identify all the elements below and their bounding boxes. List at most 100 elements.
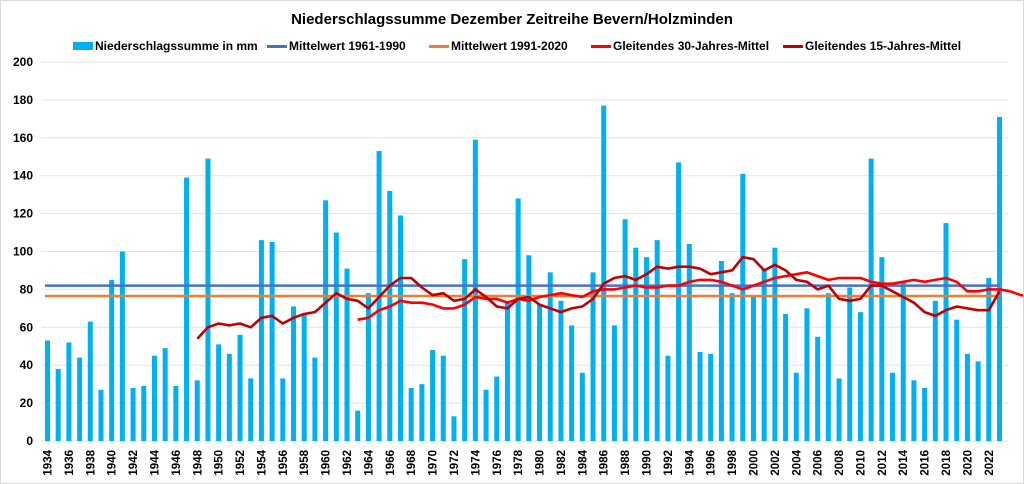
x-tick-label: 1976 xyxy=(492,450,504,476)
bar xyxy=(333,232,339,441)
bar xyxy=(515,198,521,441)
bar xyxy=(729,293,735,441)
x-tick-label: 2000 xyxy=(748,450,760,476)
legend-label: Mittelwert 1961-1990 xyxy=(289,39,406,53)
x-axis-ticks: 1934 1936 1938 1940 1942 1944 1946 1948 1950 1952… xyxy=(43,449,996,475)
x-tick-label: 2014 xyxy=(898,449,910,475)
legend-item-15-jahres-mittel: Gleitendes 15-Jahres-Mittel xyxy=(783,39,961,53)
bar xyxy=(772,247,778,441)
chart-legend: Niederschlagssumme in mm Mittelwert 1961… xyxy=(1,39,1023,57)
y-tick-label: 140 xyxy=(13,169,33,183)
bar xyxy=(900,281,906,441)
bar xyxy=(783,314,789,441)
legend-item-30-jahres-mittel: Gleitendes 30-Jahres-Mittel xyxy=(591,39,769,53)
legend-swatch-line-icon xyxy=(429,44,449,48)
x-tick-label: 1970 xyxy=(428,450,440,476)
legend-swatch-bar-icon xyxy=(73,42,93,50)
x-tick-label: 2004 xyxy=(791,449,803,475)
x-tick-label: 1964 xyxy=(363,449,375,475)
legend-item-mittel-1961-1990: Mittelwert 1961-1990 xyxy=(267,39,406,53)
bar xyxy=(579,372,585,441)
legend-label: Niederschlagssumme in mm xyxy=(95,39,258,53)
bar xyxy=(504,300,510,441)
x-tick-label: 1962 xyxy=(342,450,354,476)
bar xyxy=(804,308,810,441)
x-tick-label: 1946 xyxy=(171,450,183,476)
legend-swatch-line-icon xyxy=(783,44,803,48)
chart-title: Niederschlagssumme Dezember Zeitreihe Be… xyxy=(291,11,733,28)
bar xyxy=(857,312,863,441)
bar xyxy=(397,215,403,441)
legend-item-niederschlag: Niederschlagssumme in mm xyxy=(73,39,258,53)
bar xyxy=(451,416,457,441)
y-tick-label: 180 xyxy=(13,93,33,107)
bar-series xyxy=(45,105,1002,442)
bar xyxy=(483,389,489,441)
bar xyxy=(66,342,72,441)
gridlines xyxy=(41,61,1008,442)
bar xyxy=(87,321,93,441)
y-tick-label: 120 xyxy=(13,207,33,221)
bar xyxy=(847,287,853,441)
x-tick-label: 1966 xyxy=(385,450,397,476)
y-tick-label: 40 xyxy=(20,358,34,372)
bar xyxy=(943,223,949,441)
x-tick-label: 1982 xyxy=(556,450,568,476)
x-tick-label: 1934 xyxy=(43,449,55,475)
bar xyxy=(173,386,179,441)
bar xyxy=(975,361,981,441)
x-tick-label: 1988 xyxy=(620,449,632,475)
legend-swatch-line-icon xyxy=(591,44,611,48)
bar xyxy=(269,242,275,441)
x-tick-label: 1952 xyxy=(235,450,247,476)
x-tick-label: 1984 xyxy=(577,449,589,475)
x-tick-label: 2018 xyxy=(941,449,953,475)
bar xyxy=(761,268,767,441)
bar xyxy=(258,240,264,441)
bar xyxy=(815,336,821,441)
bar xyxy=(569,325,575,441)
x-tick-label: 2008 xyxy=(834,449,846,475)
x-tick-label: 1954 xyxy=(256,449,268,475)
bar xyxy=(622,219,628,441)
x-tick-label: 2020 xyxy=(962,450,974,476)
x-tick-label: 2010 xyxy=(855,450,867,476)
bar xyxy=(248,378,254,441)
bar xyxy=(558,300,564,441)
legend-label: Gleitendes 30-Jahres-Mittel xyxy=(613,39,770,53)
bar xyxy=(932,300,938,441)
bar xyxy=(130,387,136,441)
legend-item-mittel-1991-2020: Mittelwert 1991-2020 xyxy=(429,39,568,53)
x-tick-label: 1940 xyxy=(107,450,119,476)
x-tick-label: 1990 xyxy=(642,450,654,476)
bar xyxy=(440,355,446,441)
legend-swatch-line-icon xyxy=(267,44,287,48)
x-tick-label: 1958 xyxy=(299,449,311,475)
x-tick-label: 2016 xyxy=(920,450,932,476)
bar xyxy=(718,260,724,441)
bar xyxy=(194,380,200,441)
bar xyxy=(547,272,553,441)
bar xyxy=(644,257,650,441)
bar xyxy=(836,378,842,441)
bar xyxy=(162,348,168,441)
y-tick-label: 60 xyxy=(20,320,34,334)
bar xyxy=(205,158,211,441)
bar xyxy=(462,259,468,441)
y-tick-label: 80 xyxy=(20,282,34,296)
bar xyxy=(654,240,660,441)
legend-label: Gleitendes 15-Jahres-Mittel xyxy=(805,39,962,53)
bar xyxy=(997,116,1002,441)
x-tick-label: 1998 xyxy=(727,449,739,475)
bar xyxy=(312,357,318,441)
bar xyxy=(280,378,286,441)
bar xyxy=(526,255,532,441)
bar xyxy=(825,293,831,441)
x-tick-label: 1936 xyxy=(64,450,76,476)
bar xyxy=(611,325,617,441)
bar xyxy=(868,158,874,441)
bar xyxy=(216,344,222,441)
bar xyxy=(365,293,371,441)
bar xyxy=(430,350,436,441)
